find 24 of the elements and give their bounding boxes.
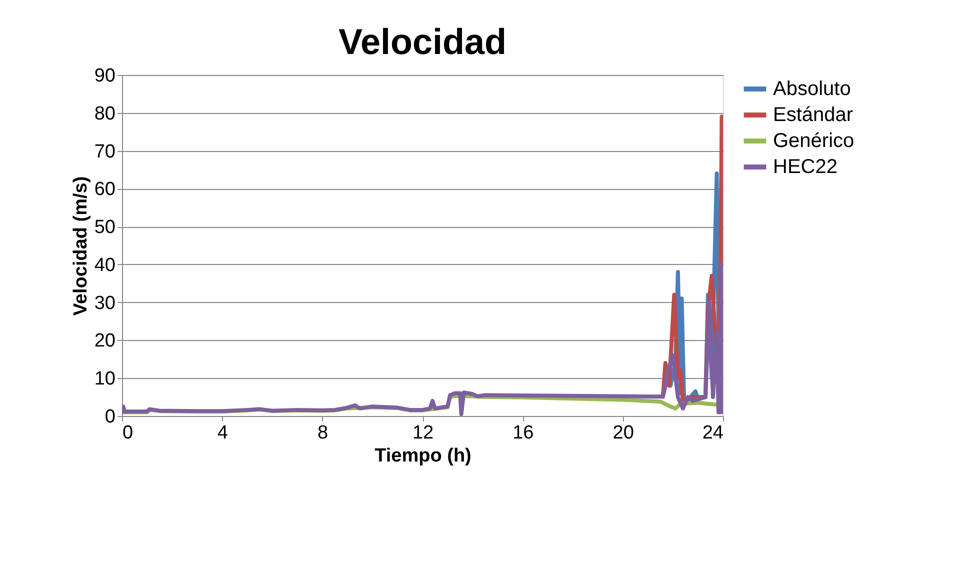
x-tick-label: 0 (122, 422, 134, 444)
x-tick-label: 24 (702, 422, 724, 444)
chart-title: Velocidad (338, 21, 507, 62)
y-tick-label: 90 (94, 66, 116, 86)
y-axis-title: Velocidad (m/s) (70, 176, 92, 316)
x-tick-label: 12 (412, 422, 434, 444)
legend-label: Genérico (773, 130, 854, 152)
x-tick-label: 16 (512, 422, 534, 444)
x-tick-label: 4 (217, 422, 228, 444)
y-tick-label: 0 (104, 406, 116, 428)
y-tick-label: 80 (94, 103, 116, 124)
x-tick-label: 20 (612, 422, 634, 444)
x-tick-label: 8 (318, 422, 328, 444)
legend-label: Estándar (773, 104, 854, 126)
y-tick-label: 30 (94, 292, 116, 314)
y-tick-label: 20 (94, 330, 116, 352)
y-tick-label: 60 (94, 179, 116, 200)
x-axis-title: Tiempo (h) (374, 446, 472, 466)
y-tick-label: 40 (94, 254, 116, 276)
y-tick-label: 70 (94, 141, 116, 162)
y-tick-label: 50 (94, 217, 116, 238)
legend-label: Absoluto (773, 78, 851, 100)
legend-label: HEC22 (773, 156, 838, 178)
y-tick-label: 10 (94, 368, 116, 390)
